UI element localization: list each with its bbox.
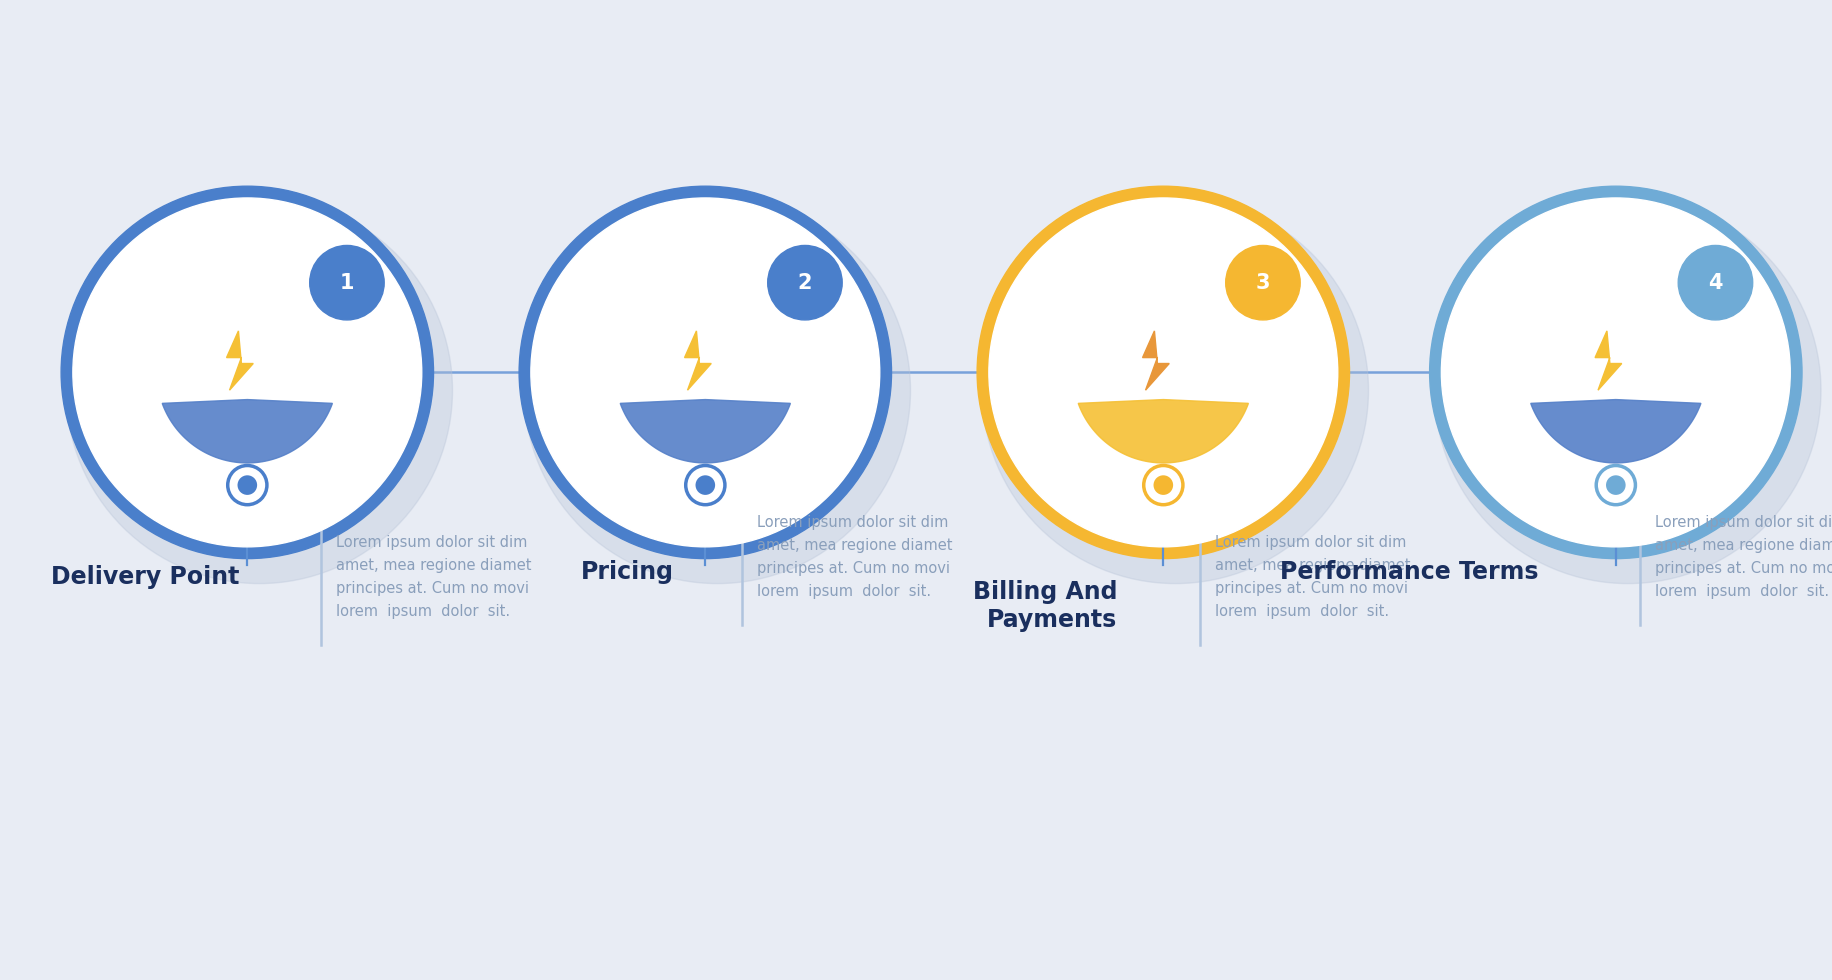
Circle shape — [1678, 245, 1753, 319]
Circle shape — [976, 186, 1350, 559]
Circle shape — [1442, 198, 1790, 547]
Circle shape — [1429, 186, 1803, 559]
Circle shape — [998, 208, 1328, 537]
Polygon shape — [163, 400, 332, 463]
Circle shape — [238, 475, 256, 495]
Text: Pricing: Pricing — [581, 561, 674, 584]
Polygon shape — [1532, 400, 1700, 463]
Circle shape — [768, 245, 843, 319]
Circle shape — [1607, 475, 1625, 495]
Text: Lorem ipsum dolor sit dim
amet, mea regione diamet
principes at. Cum no movi
lor: Lorem ipsum dolor sit dim amet, mea regi… — [1215, 535, 1411, 618]
Circle shape — [310, 245, 385, 319]
Circle shape — [73, 198, 421, 547]
Circle shape — [1154, 475, 1172, 495]
Text: 4: 4 — [1707, 272, 1722, 293]
Text: Performance Terms: Performance Terms — [1281, 561, 1539, 584]
Polygon shape — [685, 331, 711, 390]
Circle shape — [540, 208, 870, 537]
Text: 3: 3 — [1255, 272, 1270, 293]
Polygon shape — [1596, 331, 1621, 390]
Circle shape — [227, 466, 267, 505]
Polygon shape — [1079, 400, 1248, 463]
Text: Lorem ipsum dolor sit dim
amet, mea regione diamet
principes at. Cum no movi
lor: Lorem ipsum dolor sit dim amet, mea regi… — [757, 515, 953, 599]
Circle shape — [1434, 197, 1821, 584]
Circle shape — [518, 186, 892, 559]
Circle shape — [685, 466, 725, 505]
Polygon shape — [227, 331, 253, 390]
Circle shape — [1451, 208, 1781, 537]
Text: 2: 2 — [797, 272, 812, 293]
Circle shape — [524, 197, 911, 584]
Circle shape — [989, 198, 1337, 547]
Circle shape — [1596, 466, 1636, 505]
Circle shape — [1226, 245, 1301, 319]
Circle shape — [1143, 466, 1183, 505]
Text: 1: 1 — [339, 272, 354, 293]
Text: Billing And
Payments: Billing And Payments — [973, 580, 1118, 632]
Circle shape — [531, 198, 879, 547]
Circle shape — [982, 197, 1369, 584]
Text: Delivery Point: Delivery Point — [51, 565, 240, 589]
Text: Lorem ipsum dolor sit dim
amet, mea regione diamet
principes at. Cum no movi
lor: Lorem ipsum dolor sit dim amet, mea regi… — [1654, 515, 1832, 599]
Polygon shape — [621, 400, 790, 463]
Polygon shape — [1143, 331, 1169, 390]
Circle shape — [82, 208, 412, 537]
Text: Lorem ipsum dolor sit dim
amet, mea regione diamet
principes at. Cum no movi
lor: Lorem ipsum dolor sit dim amet, mea regi… — [335, 535, 531, 618]
Circle shape — [60, 186, 434, 559]
Circle shape — [66, 197, 453, 584]
Circle shape — [696, 475, 714, 495]
